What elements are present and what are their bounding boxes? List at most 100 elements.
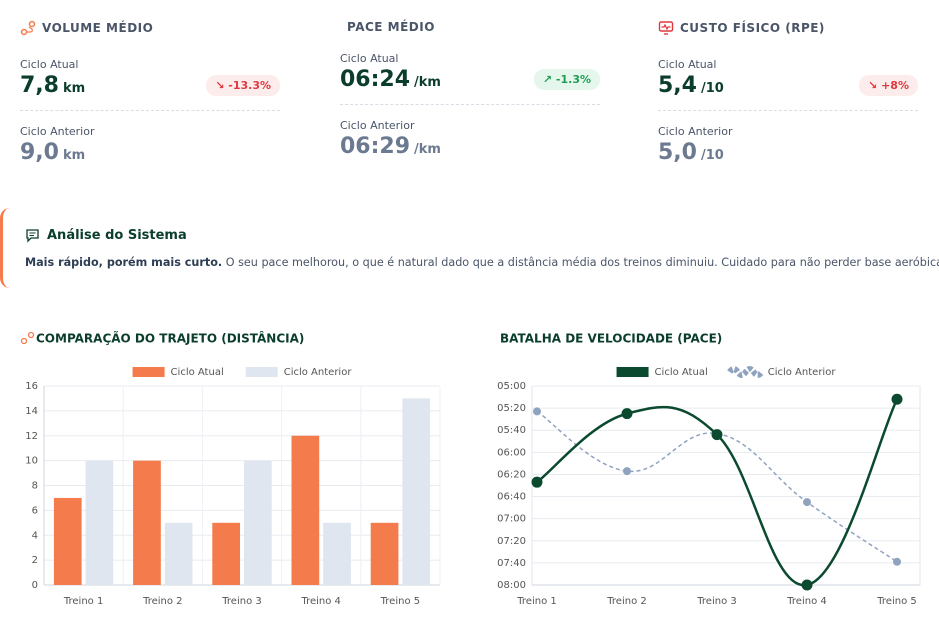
previous-label: Ciclo Anterior	[658, 125, 733, 138]
legend: Ciclo Atual Ciclo Anterior	[616, 366, 836, 378]
y-tick-label: 2	[32, 555, 38, 566]
analysis-title: Análise do Sistema	[47, 228, 187, 243]
point	[891, 393, 903, 405]
y-tick-label: 08:00	[497, 580, 526, 591]
y-tick-label: 14	[25, 406, 38, 417]
x-tick-label: Treino 4	[300, 596, 340, 607]
y-tick-label: 06:00	[497, 447, 526, 458]
unit: /10	[700, 148, 724, 163]
point	[621, 408, 633, 420]
divider	[340, 104, 600, 105]
y-tick-label: 0	[32, 580, 38, 591]
legend-label: Ciclo Atual	[655, 367, 708, 378]
y-tick-label: 4	[32, 530, 38, 541]
bar	[212, 522, 241, 585]
card-header: VOLUME MÉDIO	[20, 20, 280, 36]
legend-label: Ciclo Anterior	[284, 367, 353, 378]
change-badge: ↘ -13.3%	[206, 75, 280, 96]
previous-value-row: 9,0 km	[20, 140, 280, 165]
point	[801, 579, 813, 591]
unit: /10	[700, 81, 724, 96]
x-tick-label: Treino 5	[876, 596, 916, 607]
x-tick-label: Treino 1	[63, 596, 103, 607]
legend: Ciclo Atual Ciclo Anterior	[132, 367, 353, 378]
y-tick-label: 06:20	[497, 469, 526, 480]
current-label: Ciclo Atual	[340, 52, 399, 65]
previous-value: 9,0	[20, 140, 59, 165]
change: +8%	[881, 79, 909, 92]
y-tick-label: 12	[25, 431, 38, 442]
bar	[323, 522, 351, 585]
change-badge: ↗ -1.3%	[533, 69, 600, 90]
icon	[20, 20, 36, 36]
previous-value: 5,0	[658, 140, 697, 165]
unit: /km	[414, 142, 441, 157]
card-header: CUSTO FÍSICO (RPE)	[658, 20, 918, 36]
point	[531, 476, 543, 488]
plot-frame	[531, 385, 921, 586]
bar	[291, 435, 320, 585]
unit: km	[62, 81, 86, 96]
bar	[402, 398, 431, 585]
current-value: 7,8	[20, 73, 59, 98]
previous-label: Ciclo Anterior	[340, 119, 415, 132]
point	[893, 557, 901, 566]
icon	[27, 331, 35, 339]
change: -13.3%	[228, 79, 271, 92]
bar	[133, 460, 161, 585]
current-value: 5,4	[658, 73, 697, 98]
bar	[164, 522, 193, 585]
point	[623, 467, 631, 476]
legend-swatch	[616, 367, 649, 377]
bar	[53, 497, 82, 585]
change-badge: ↘ +8%	[859, 75, 918, 96]
card-title: CUSTO FÍSICO (RPE)	[680, 21, 825, 35]
bar	[85, 460, 114, 585]
legend-swatch	[727, 366, 765, 378]
current-label: Ciclo Atual	[20, 58, 79, 71]
analysis-body: Mais rápido, porém mais curto. O seu pac…	[25, 256, 939, 269]
bar	[370, 522, 399, 585]
point	[533, 407, 541, 416]
y-tick-label: 07:20	[497, 536, 526, 547]
metric-card: VOLUME MÉDIO Ciclo Atual 7,8 km ↘ -13.3% …	[20, 20, 280, 165]
x-tick-label: Treino 5	[380, 596, 420, 607]
icon	[26, 229, 39, 243]
card-title: PACE MÉDIO	[347, 20, 435, 34]
line	[536, 398, 899, 587]
divider	[20, 110, 280, 111]
legend-swatch	[132, 367, 165, 377]
y-tick-label: 05:00	[497, 381, 526, 392]
current-value-row: 5,4/10	[658, 73, 724, 98]
y-tick-label: 05:40	[497, 425, 526, 436]
unit: km	[62, 148, 86, 163]
previous-value-row: 06:29/km	[340, 134, 600, 159]
y-tick-label: 10	[25, 456, 38, 467]
analysis-text: O seu pace melhorou, o que é natural dad…	[225, 256, 939, 269]
y-tick-label: 05:20	[497, 403, 526, 414]
point	[803, 498, 811, 507]
x-tick-label: Treino 2	[606, 596, 646, 607]
previous-label: Ciclo Anterior	[20, 125, 95, 138]
y-tick-label: 16	[25, 381, 38, 392]
current-value: 06:24	[340, 67, 411, 92]
x-tick-label: Treino 2	[142, 596, 182, 607]
x-tick-label: Treino 1	[516, 596, 556, 607]
metric-card: CUSTO FÍSICO (RPE) Ciclo Atual 5,4/10 ↘ …	[658, 20, 918, 165]
icon	[658, 21, 674, 35]
y-tick-label: 06:40	[497, 492, 526, 503]
current-value-row: 06:24/km	[340, 67, 441, 92]
point	[711, 429, 723, 441]
chart-title: COMPARAÇÃO DO TRAJETO (DISTÂNCIA)	[36, 331, 304, 346]
analysis-highlight: Mais rápido, porém mais curto.	[25, 256, 223, 269]
legend-swatch	[245, 367, 278, 377]
divider	[658, 110, 918, 111]
card-header: PACE MÉDIO	[340, 20, 600, 34]
y-tick-label: 07:00	[497, 514, 526, 525]
x-tick-label: Treino 3	[696, 596, 736, 607]
card-title: VOLUME MÉDIO	[42, 21, 154, 35]
y-tick-label: 07:40	[497, 558, 526, 569]
previous-value: 06:29	[340, 134, 411, 159]
